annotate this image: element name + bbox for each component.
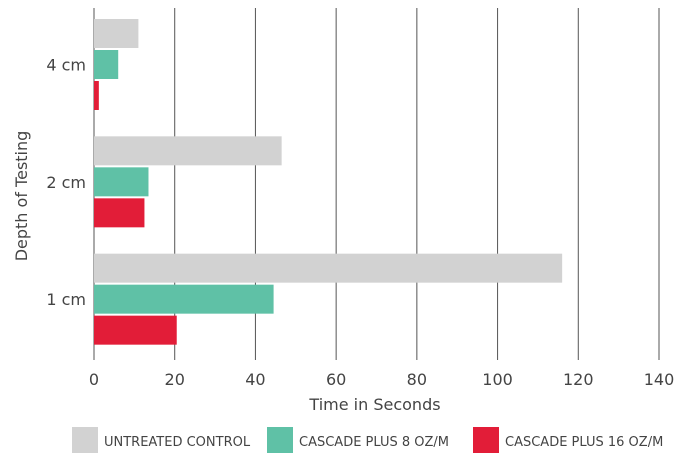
bar-0-0 bbox=[94, 19, 139, 48]
bar-0-2 bbox=[94, 81, 99, 110]
legend-label-2: CASCADE PLUS 16 OZ/M bbox=[505, 435, 663, 450]
x-axis-title: Time in Seconds bbox=[308, 395, 440, 414]
bars bbox=[94, 19, 563, 345]
y-axis-title: Depth of Testing bbox=[12, 131, 31, 262]
legend-swatch-0 bbox=[72, 427, 98, 453]
bar-2-1 bbox=[94, 284, 274, 314]
bar-2-2 bbox=[94, 315, 177, 345]
x-tick-label-0: 0 bbox=[89, 370, 99, 389]
bar-0-1 bbox=[94, 50, 119, 79]
x-tick-labels: 0 20 40 60 80 100 120 140 bbox=[89, 370, 674, 389]
x-tick-label-4: 80 bbox=[407, 370, 427, 389]
x-tick-label-6: 120 bbox=[563, 370, 594, 389]
bar-1-2 bbox=[94, 198, 145, 228]
category-label-1: 2 cm bbox=[46, 173, 86, 192]
bar-1-1 bbox=[94, 167, 149, 197]
bar-1-0 bbox=[94, 136, 282, 166]
x-tick-label-7: 140 bbox=[644, 370, 675, 389]
legend-swatch-1 bbox=[267, 427, 293, 453]
x-tick-label-5: 100 bbox=[482, 370, 513, 389]
x-tick-label-3: 60 bbox=[326, 370, 346, 389]
x-tick-label-1: 20 bbox=[165, 370, 185, 389]
category-labels: 4 cm 2 cm 1 cm bbox=[46, 56, 86, 310]
legend-label-1: CASCADE PLUS 8 OZ/M bbox=[299, 435, 449, 450]
legend: UNTREATED CONTROL CASCADE PLUS 8 OZ/M CASC… bbox=[72, 427, 663, 453]
legend-label-0: UNTREATED CONTROL bbox=[104, 435, 251, 450]
category-label-0: 4 cm bbox=[46, 56, 86, 75]
category-label-2: 1 cm bbox=[46, 290, 86, 309]
bar-2-0 bbox=[94, 253, 563, 283]
x-tick-label-2: 40 bbox=[245, 370, 265, 389]
grid-lines bbox=[93, 8, 660, 360]
legend-swatch-2 bbox=[473, 427, 499, 453]
